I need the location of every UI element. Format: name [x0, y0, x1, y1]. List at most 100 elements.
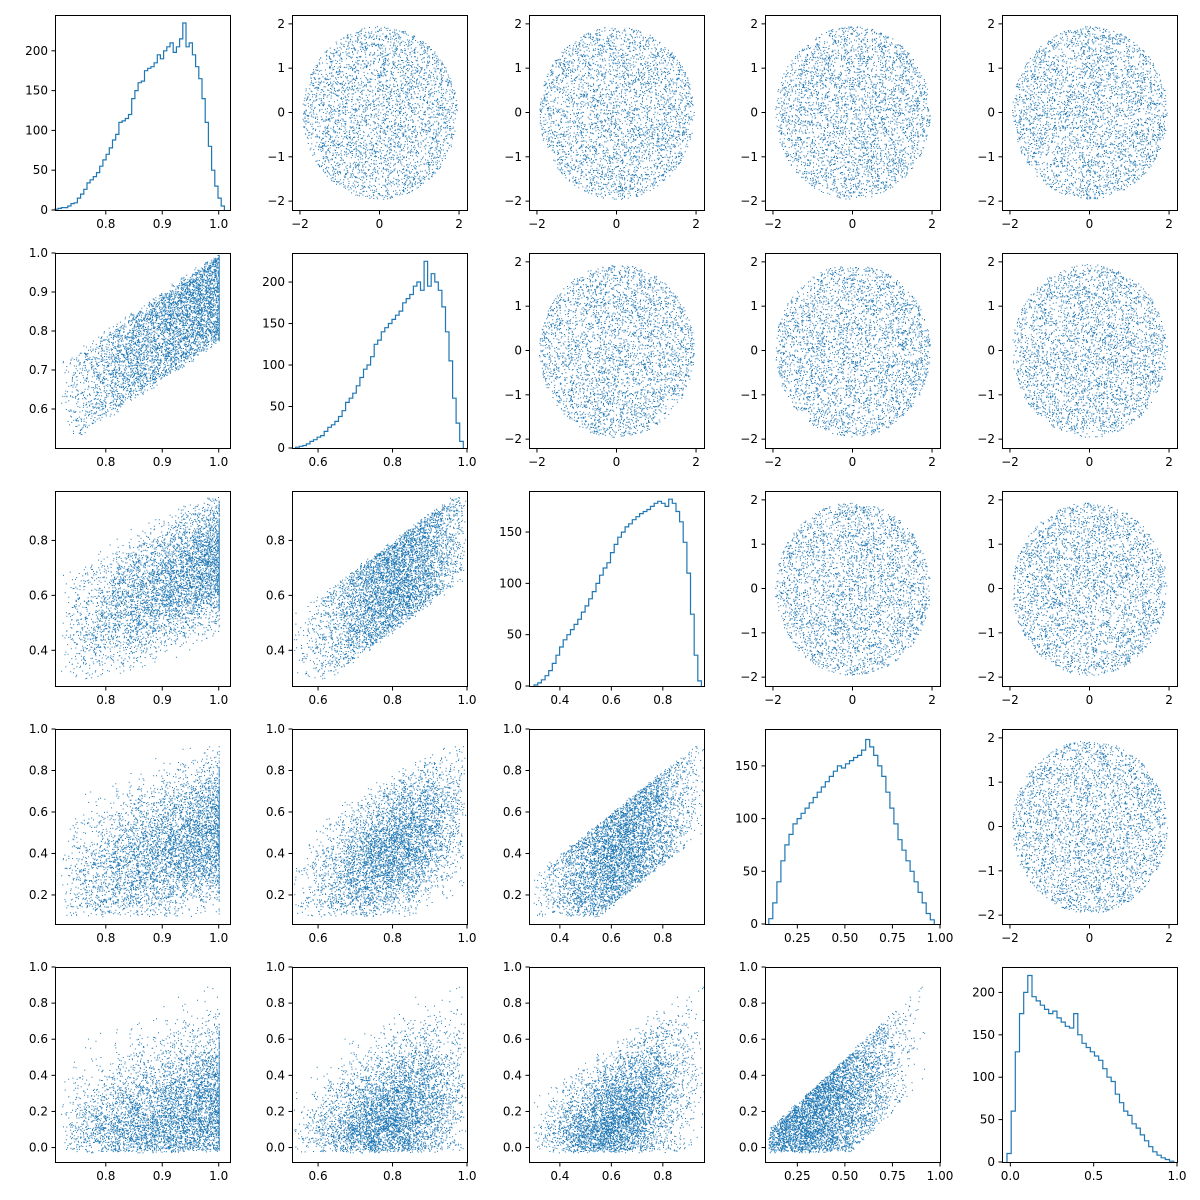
axes-frame — [765, 15, 941, 211]
y-tick-label: 2 — [987, 731, 995, 745]
y-tick-label: −1 — [977, 864, 995, 878]
x-tick-label: 2 — [928, 455, 936, 469]
y-tick-label: 0 — [750, 344, 758, 358]
x-tick-label: 0 — [376, 217, 384, 231]
axes-frame — [292, 729, 468, 925]
y-tick-label: 0.4 — [29, 1068, 48, 1082]
x-tick-label: 0.8 — [383, 693, 402, 707]
axes-frame — [765, 967, 941, 1163]
x-tick-label: 0.9 — [153, 1169, 172, 1183]
scatter-points — [61, 986, 220, 1154]
y-tick-label: 0.4 — [266, 1068, 285, 1082]
axes-frame — [292, 491, 468, 687]
x-tick-label: 2 — [1165, 693, 1173, 707]
y-tick-label: 0.2 — [503, 888, 522, 902]
axes-frame — [55, 491, 231, 687]
y-tick-label: 0 — [277, 441, 285, 455]
y-tick-label: 0.2 — [739, 1104, 758, 1118]
y-tick-label: 150 — [25, 84, 48, 98]
x-tick-label: 2 — [692, 455, 700, 469]
y-tick-label: 150 — [499, 525, 522, 539]
y-tick-label: 0 — [514, 106, 522, 120]
x-tick-label: 0.6 — [309, 1169, 328, 1183]
y-tick-label: 1.0 — [29, 722, 48, 736]
y-tick-label: 100 — [262, 358, 285, 372]
y-tick-label: 0.8 — [29, 533, 48, 547]
x-tick-label: 1.00 — [927, 1169, 954, 1183]
x-tick-label: 0.8 — [96, 693, 115, 707]
histogram-line — [54, 22, 225, 210]
axes-frame — [55, 253, 231, 449]
panel-2-0: 0.8 0.9 1.0 0.4 0.6 0.8 — [29, 491, 231, 707]
x-tick-label: 0.4 — [550, 1169, 569, 1183]
scatter-points — [539, 27, 695, 200]
panel-2-1: 0.6 0.8 1.0 0.4 0.6 0.8 — [266, 491, 477, 707]
panel-4-4: 0.0 0.5 1.0 0 50 100 150 200 — [972, 967, 1187, 1183]
panel-0-0: 0.8 0.9 1.0 0 50 100 150 200 — [25, 15, 231, 231]
y-tick-label: 0.6 — [503, 1032, 522, 1046]
y-tick-label: 50 — [270, 400, 285, 414]
x-tick-label: 0.25 — [784, 931, 811, 945]
axes-frame — [55, 967, 231, 1163]
x-tick-label: 0 — [1086, 455, 1094, 469]
x-tick-label: 0.6 — [309, 693, 328, 707]
axes-frame — [529, 729, 705, 925]
x-tick-label: 0.9 — [153, 217, 172, 231]
y-tick-label: 0.0 — [739, 1141, 758, 1155]
y-tick-label: 1 — [987, 775, 995, 789]
panel-1-3: −2 0 2 −2 −1 0 1 2 — [740, 253, 941, 469]
x-tick-label: 0.8 — [383, 455, 402, 469]
panel-4-0: 0.8 0.9 1.0 0.0 0.2 0.4 0.6 0.8 1.0 — [29, 960, 231, 1183]
y-tick-label: 50 — [507, 628, 522, 642]
y-tick-label: 0.4 — [503, 846, 522, 860]
x-tick-label: 0.8 — [96, 217, 115, 231]
axes-frame — [529, 15, 705, 211]
x-tick-label: 0.8 — [96, 931, 115, 945]
y-tick-label: −1 — [267, 150, 285, 164]
x-tick-label: 2 — [455, 217, 463, 231]
y-tick-label: 150 — [262, 317, 285, 331]
x-tick-label: 2 — [1165, 217, 1173, 231]
histogram-line — [533, 498, 702, 686]
y-tick-label: 2 — [514, 17, 522, 31]
x-tick-label: 0.25 — [784, 1169, 811, 1183]
x-tick-label: 1.0 — [209, 1169, 228, 1183]
y-tick-label: 100 — [972, 1070, 995, 1084]
y-tick-label: −1 — [504, 388, 522, 402]
y-tick-label: 0.6 — [266, 588, 285, 602]
x-tick-label: −2 — [528, 455, 546, 469]
y-tick-label: 0.8 — [266, 996, 285, 1010]
x-tick-label: 0.9 — [153, 455, 172, 469]
y-tick-label: 0.8 — [503, 996, 522, 1010]
scatter-points — [768, 986, 926, 1154]
y-tick-label: 2 — [750, 255, 758, 269]
y-tick-label: 1 — [750, 299, 758, 313]
y-tick-label: 0.6 — [266, 1032, 285, 1046]
y-tick-label: 0.6 — [739, 1032, 758, 1046]
x-tick-label: 0.8 — [653, 931, 672, 945]
y-tick-label: 0.4 — [739, 1068, 758, 1082]
y-tick-label: 200 — [262, 275, 285, 289]
x-tick-label: 0 — [1086, 693, 1094, 707]
x-tick-label: 0 — [1086, 217, 1094, 231]
x-tick-label: 0.8 — [653, 1169, 672, 1183]
x-tick-label: 0.8 — [96, 455, 115, 469]
y-tick-label: 0.8 — [503, 763, 522, 777]
axes-frame — [292, 15, 468, 211]
y-tick-label: −2 — [977, 670, 995, 684]
y-tick-label: 0.9 — [29, 285, 48, 299]
x-tick-label: 0 — [849, 693, 857, 707]
x-tick-label: 2 — [692, 217, 700, 231]
y-tick-label: 1.0 — [266, 722, 285, 736]
x-tick-label: 0.6 — [602, 693, 621, 707]
x-tick-label: −2 — [764, 455, 782, 469]
y-tick-label: −1 — [977, 150, 995, 164]
panel-4-2: 0.4 0.6 0.8 0.0 0.2 0.4 0.6 0.8 1.0 — [503, 960, 705, 1183]
y-tick-label: 0.6 — [503, 805, 522, 819]
x-tick-label: 0 — [613, 455, 621, 469]
y-tick-label: 0.2 — [266, 888, 285, 902]
panel-3-3: 0.25 0.50 0.75 1.00 0 50 100 150 — [735, 729, 953, 945]
x-tick-label: 0.50 — [832, 931, 859, 945]
x-tick-label: 0.4 — [550, 693, 569, 707]
y-tick-label: 2 — [987, 255, 995, 269]
